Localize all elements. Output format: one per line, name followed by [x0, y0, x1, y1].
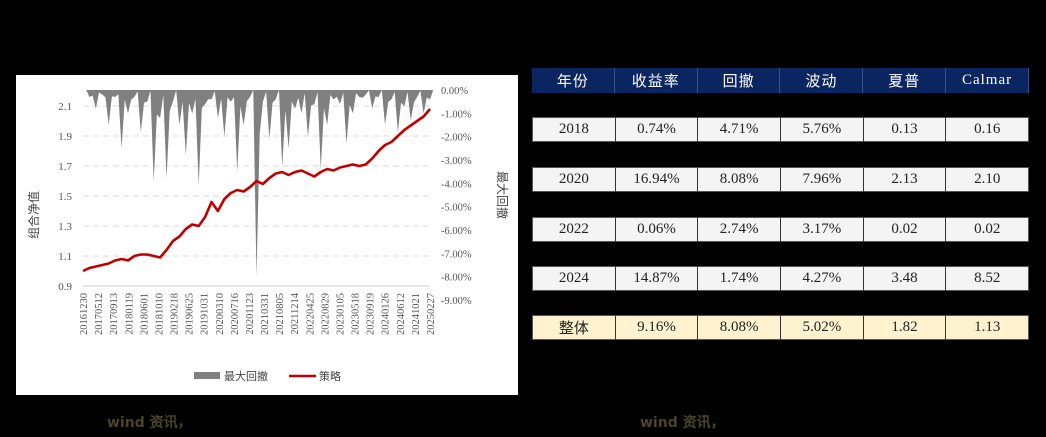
source-note-left: wind 资讯，	[107, 415, 192, 431]
svg-text:20200310: 20200310	[215, 293, 226, 335]
cell-sharpe: 0.13	[863, 117, 947, 142]
svg-text:20180119: 20180119	[124, 293, 135, 335]
cell-volatility: 7.96%	[781, 167, 864, 192]
svg-text:20201123: 20201123	[245, 293, 256, 335]
header-year: 年份	[532, 68, 615, 93]
cell-year: 2022	[533, 217, 616, 242]
cell-sharpe: 2.13	[863, 167, 947, 192]
svg-text:-5.00%: -5.00%	[441, 203, 472, 214]
svg-text:20211214: 20211214	[290, 292, 301, 334]
svg-text:20170512: 20170512	[94, 293, 105, 335]
cell-calmar: 0.02	[946, 217, 1029, 242]
svg-text:20180601: 20180601	[139, 293, 150, 335]
svg-text:-7.00%: -7.00%	[441, 249, 472, 260]
svg-text:2.1: 2.1	[58, 101, 72, 113]
cell-return: 0.06%	[615, 217, 699, 242]
svg-text:0.00%: 0.00%	[441, 86, 468, 97]
svg-text:1.1: 1.1	[58, 251, 72, 263]
table-row: 2022 0.06% 2.74% 3.17% 0.02 0.02	[532, 217, 1029, 242]
svg-text:组合净值: 组合净值	[26, 191, 41, 239]
header-drawdown: 回撤	[697, 68, 781, 93]
header-volatility: 波动	[780, 68, 864, 93]
svg-text:20250227: 20250227	[426, 293, 437, 335]
svg-text:20200716: 20200716	[230, 293, 241, 335]
cell-volatility: 5.02%	[781, 315, 864, 340]
cell-volatility: 3.17%	[781, 217, 864, 242]
cell-return: 16.94%	[615, 167, 699, 192]
svg-text:20241021: 20241021	[411, 293, 422, 335]
svg-text:20191031: 20191031	[200, 293, 211, 335]
cell-drawdown: 2.74%	[698, 217, 782, 242]
svg-text:20230105: 20230105	[335, 293, 346, 335]
table-header-row: 年份 收益率 回撤 波动 夏普 Calmar	[532, 68, 1029, 93]
cell-sharpe: 1.82	[863, 315, 947, 340]
header-sharpe: 夏普	[863, 68, 947, 93]
table-total-row: 整体 9.16% 8.08% 5.02% 1.82 1.13	[532, 315, 1029, 340]
chart-panel: 2.1 1.9 1.7 1.5 1.3 1.1 0.9 0.00% -1.00% -2.00% -3…	[16, 75, 518, 395]
cell-sharpe: 0.02	[863, 217, 947, 242]
svg-text:1.9: 1.9	[58, 131, 72, 143]
cell-calmar: 8.52	[946, 266, 1029, 291]
cell-drawdown: 1.74%	[698, 266, 782, 291]
cell-calmar: 1.13	[946, 315, 1029, 340]
cell-return: 9.16%	[615, 315, 699, 340]
svg-text:20190218: 20190218	[170, 293, 181, 335]
cell-calmar: 2.10	[946, 167, 1029, 192]
svg-text:20230919: 20230919	[366, 293, 377, 335]
svg-text:1.7: 1.7	[58, 161, 72, 173]
cell-return: 14.87%	[615, 266, 699, 291]
svg-text:-1.00%: -1.00%	[441, 109, 472, 120]
cell-volatility: 4.27%	[781, 266, 864, 291]
svg-text:-4.00%: -4.00%	[441, 179, 472, 190]
table-row: 2020 16.94% 8.08% 7.96% 2.13 2.10	[532, 167, 1029, 192]
cell-drawdown: 4.71%	[698, 117, 782, 142]
svg-text:20240612: 20240612	[396, 293, 407, 335]
svg-text:-6.00%: -6.00%	[441, 226, 472, 237]
header-return: 收益率	[614, 68, 698, 93]
cell-year: 整体	[533, 315, 616, 340]
svg-text:20220425: 20220425	[305, 293, 316, 335]
svg-text:20181010: 20181010	[154, 293, 165, 335]
cell-calmar: 0.16	[946, 117, 1029, 142]
cell-drawdown: 8.08%	[698, 315, 782, 340]
svg-text:-3.00%: -3.00%	[441, 156, 472, 167]
cell-volatility: 5.76%	[781, 117, 864, 142]
svg-text:最大回撤: 最大回撤	[495, 171, 510, 219]
svg-text:20161230: 20161230	[79, 293, 90, 335]
cell-drawdown: 8.08%	[698, 167, 782, 192]
cell-year: 2018	[533, 117, 616, 142]
cell-sharpe: 3.48	[863, 266, 947, 291]
svg-text:20220829: 20220829	[320, 293, 331, 335]
cell-return: 0.74%	[615, 117, 699, 142]
svg-text:20210805: 20210805	[275, 293, 286, 335]
table-row: 2018 0.74% 4.71% 5.76% 0.13 0.16	[532, 117, 1029, 142]
cell-year: 2020	[533, 167, 616, 192]
svg-text:20230518: 20230518	[351, 293, 362, 335]
svg-text:1.5: 1.5	[58, 191, 72, 203]
source-note-right: wind 资讯，	[640, 415, 725, 431]
svg-text:-8.00%: -8.00%	[441, 273, 472, 284]
svg-text:1.3: 1.3	[58, 221, 72, 233]
table-row: 2024 14.87% 1.74% 4.27% 3.48 8.52	[532, 266, 1029, 291]
nav-drawdown-chart: 2.1 1.9 1.7 1.5 1.3 1.1 0.9 0.00% -1.00% -2.00% -3…	[26, 86, 510, 383]
header-calmar: Calmar	[946, 68, 1029, 93]
svg-text:最大回撤: 最大回撤	[224, 369, 268, 383]
svg-text:策略: 策略	[319, 369, 341, 383]
cell-year: 2024	[533, 266, 616, 291]
svg-text:0.9: 0.9	[58, 281, 72, 293]
svg-text:20210331: 20210331	[260, 293, 271, 335]
svg-text:20170913: 20170913	[109, 293, 120, 335]
svg-text:-9.00%: -9.00%	[441, 296, 472, 307]
svg-text:-2.00%: -2.00%	[441, 133, 472, 144]
svg-text:20240126: 20240126	[381, 293, 392, 335]
svg-text:20190625: 20190625	[185, 293, 196, 335]
